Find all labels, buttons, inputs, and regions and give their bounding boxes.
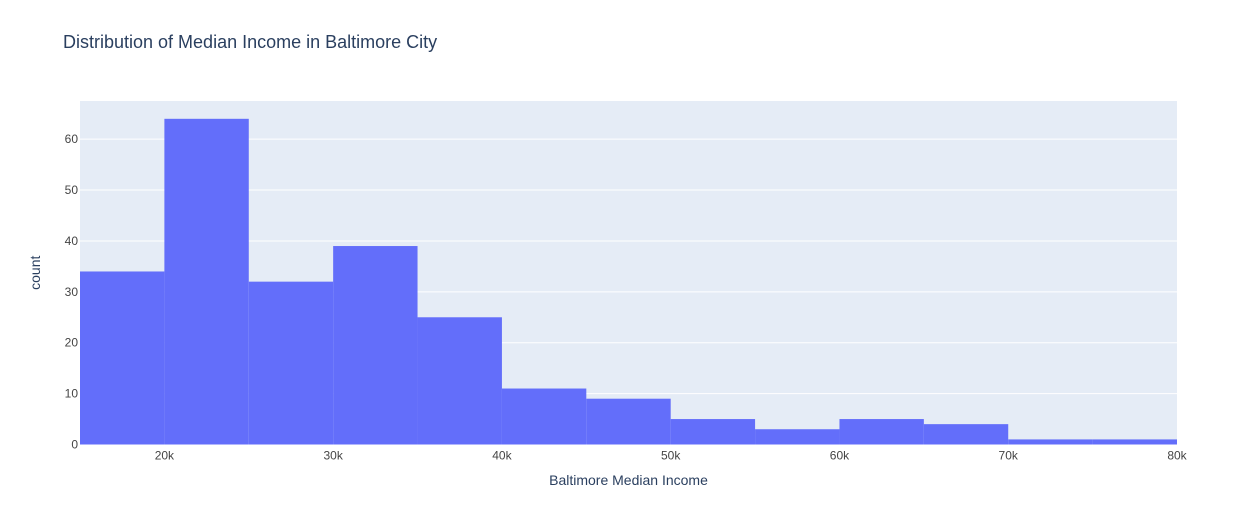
y-tick-label: 20	[65, 336, 79, 350]
histogram-bar	[586, 398, 671, 445]
histogram-bar	[333, 246, 418, 445]
histogram-bar	[80, 271, 165, 445]
y-tick-label: 60	[65, 132, 79, 146]
histogram-bar	[923, 424, 1009, 445]
x-tick-label: 60k	[830, 449, 850, 463]
histogram-bar	[755, 429, 840, 445]
x-tick-label: 50k	[661, 449, 681, 463]
y-tick-label: 50	[65, 183, 79, 197]
x-tick-label: 40k	[492, 449, 512, 463]
x-tick-label: 80k	[1167, 449, 1187, 463]
histogram-bar	[164, 118, 249, 445]
histogram-bar	[501, 388, 587, 445]
x-tick-label: 70k	[999, 449, 1019, 463]
histogram-bar	[1092, 439, 1177, 445]
y-tick-label: 0	[71, 438, 78, 452]
histogram-bar	[1008, 439, 1093, 445]
y-tick-label: 40	[65, 234, 79, 248]
chart-title: Distribution of Median Income in Baltimo…	[63, 32, 438, 52]
y-tick-label: 10	[65, 387, 79, 401]
x-axis-title: Baltimore Median Income	[549, 472, 708, 488]
y-axis-title: count	[27, 256, 43, 290]
histogram-bar	[839, 419, 924, 445]
x-tick-label: 30k	[323, 449, 343, 463]
histogram-bar	[670, 419, 756, 445]
histogram-bar	[248, 281, 334, 445]
histogram-bar	[417, 317, 502, 445]
y-tick-label: 30	[65, 285, 79, 299]
x-tick-label: 20k	[155, 449, 175, 463]
